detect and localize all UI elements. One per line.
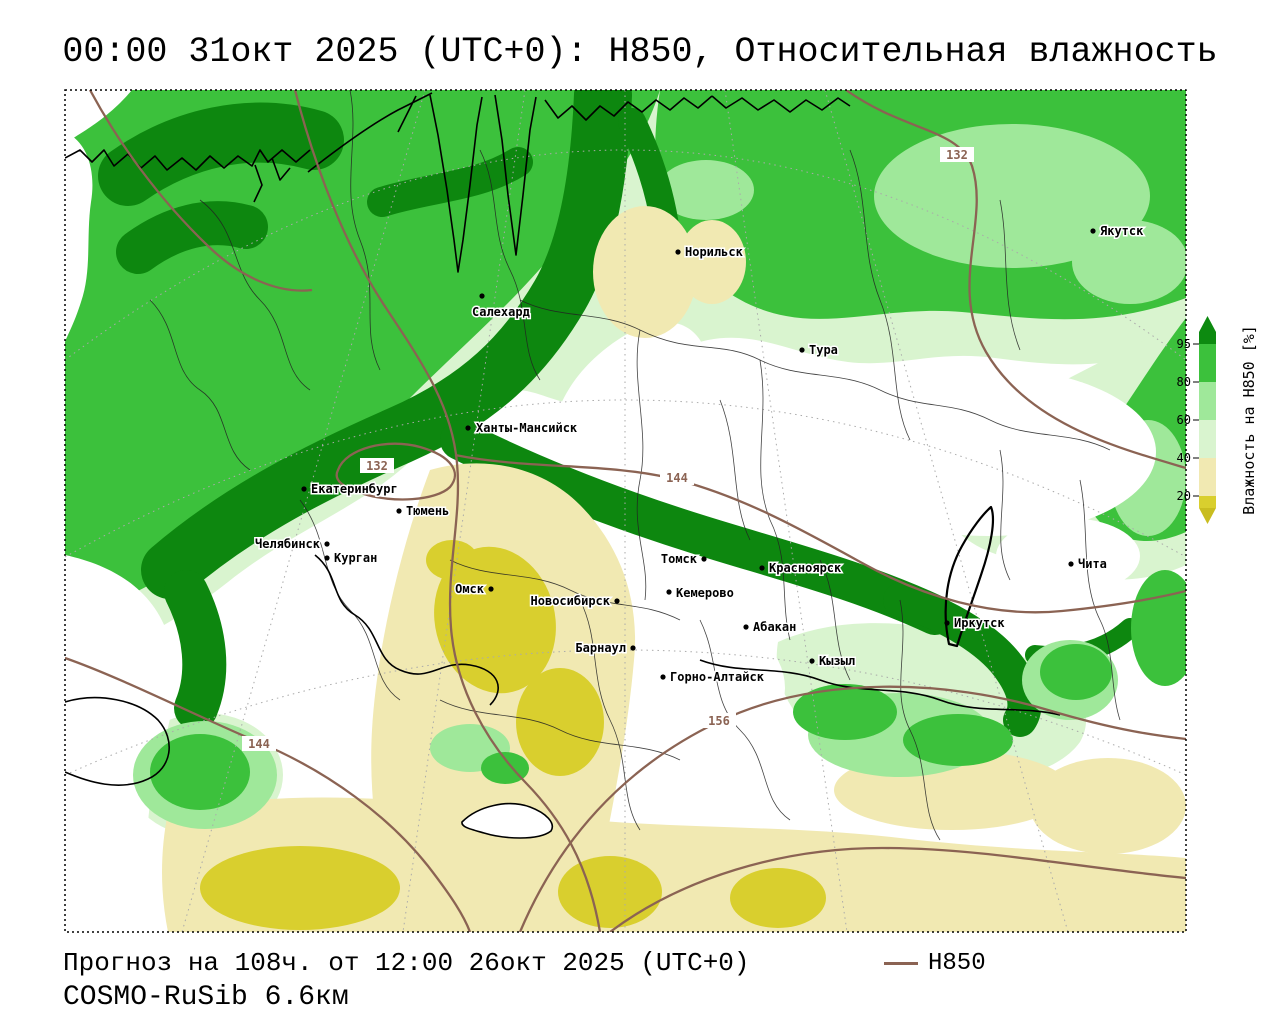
- lake-baikal: [944, 505, 995, 648]
- contour-label-132-ural: 132: [360, 458, 394, 473]
- humidity-field: [65, 90, 1186, 932]
- h850-legend-line: [884, 962, 918, 965]
- svg-text:Курган: Курган: [334, 551, 377, 565]
- svg-text:Горно-Алтайск: Горно-Алтайск: [670, 670, 765, 684]
- forecast-caption: Прогноз на 108ч. от 12:00 26окт 2025 (UT…: [63, 948, 750, 978]
- city-kyzyl: Кызыл: [809, 653, 857, 670]
- city-tyumen: Тюмень: [396, 503, 451, 520]
- svg-text:156: 156: [708, 714, 730, 728]
- svg-text:Кызыл: Кызыл: [819, 654, 855, 668]
- region-borders: [149, 90, 1121, 841]
- svg-text:132: 132: [366, 459, 388, 473]
- colorbar-arrow-bottom: [1199, 508, 1216, 524]
- colorbar-title: Влажность на H850 [%]: [1240, 325, 1258, 515]
- svg-text:144: 144: [248, 737, 270, 751]
- svg-text:Красноярск: Красноярск: [769, 561, 842, 575]
- graticule: [65, 90, 1186, 932]
- caspian-coast: [65, 696, 170, 786]
- svg-text:144: 144: [666, 471, 688, 485]
- city-kemerovo: Кемерово: [666, 585, 735, 602]
- city-gorno-altaysk: Горно-Алтайск: [660, 669, 766, 686]
- city-chelyabinsk: Челябинск: [253, 536, 330, 553]
- city-khanty-mansiysk: Ханты-Мансийск: [465, 420, 579, 437]
- city-abakan: Абакан: [743, 619, 798, 636]
- city-salekhard: Салехард: [471, 293, 531, 321]
- svg-text:Челябинск: Челябинск: [255, 537, 321, 551]
- svg-text:80: 80: [1177, 375, 1191, 389]
- svg-text:40: 40: [1177, 451, 1191, 465]
- svg-text:Кемерово: Кемерово: [676, 586, 734, 600]
- svg-text:Якутск: Якутск: [1100, 224, 1144, 238]
- city-barnaul: Барнаул: [574, 640, 636, 657]
- svg-text:Екатеринбург: Екатеринбург: [311, 482, 398, 496]
- svg-text:Норильск: Норильск: [685, 245, 744, 259]
- svg-text:95: 95: [1177, 337, 1191, 351]
- svg-text:Салехард: Салехард: [472, 305, 530, 319]
- city-omsk: Омск: [454, 581, 494, 598]
- coastlines: [65, 92, 995, 839]
- map-title: 00:00 31окт 2025 (UTC+0): H850, Относите…: [62, 32, 1218, 72]
- city-yekaterinburg: Екатеринбург: [301, 481, 399, 498]
- svg-text:Ханты-Мансийск: Ханты-Мансийск: [476, 421, 578, 435]
- svg-text:Томск: Томск: [661, 552, 698, 566]
- city-novosibirsk: Новосибирск: [529, 593, 620, 610]
- city-yakutsk: Якутск: [1090, 223, 1146, 240]
- city-tura: Тура: [799, 342, 839, 359]
- city-chita: Чита: [1068, 556, 1108, 573]
- svg-text:Омск: Омск: [455, 582, 485, 596]
- h850-legend: H850: [884, 950, 986, 977]
- svg-text:Новосибирск: Новосибирск: [531, 594, 611, 608]
- map-frame: [64, 89, 1187, 933]
- svg-text:Чита: Чита: [1078, 557, 1107, 571]
- city-tomsk: Томск: [659, 551, 707, 568]
- city-irkutsk: Иркутск: [944, 615, 1007, 632]
- svg-text:20: 20: [1177, 489, 1191, 503]
- contour-label-132-ne: 132: [940, 147, 974, 162]
- colorbar-arrow-top: [1199, 316, 1216, 332]
- h850-legend-label: H850: [928, 950, 986, 977]
- contour-label-156: 156: [702, 713, 736, 728]
- svg-text:Барнаул: Барнаул: [575, 641, 626, 655]
- svg-text:132: 132: [946, 148, 968, 162]
- svg-text:Абакан: Абакан: [753, 620, 796, 634]
- svg-text:60: 60: [1177, 413, 1191, 427]
- contour-label-144-sw: 144: [242, 736, 276, 751]
- city-norilsk: Норильск: [675, 244, 745, 261]
- svg-text:Иркутск: Иркутск: [954, 616, 1005, 630]
- national-borders: [314, 554, 1061, 716]
- lake-balkhash: [461, 802, 553, 839]
- colorbar: 95 80 60 40 20 Влажность на H850 [%]: [1177, 316, 1258, 524]
- city-krasnoyarsk: Красноярск: [759, 560, 844, 577]
- city-kurgan: Курган: [324, 550, 379, 567]
- contour-lines: [65, 90, 1186, 932]
- contour-label-144-center: 144: [660, 470, 694, 485]
- svg-text:Тура: Тура: [809, 343, 838, 357]
- model-caption: COSMO-RuSib 6.6км: [63, 982, 349, 1013]
- svg-text:Тюмень: Тюмень: [406, 504, 449, 518]
